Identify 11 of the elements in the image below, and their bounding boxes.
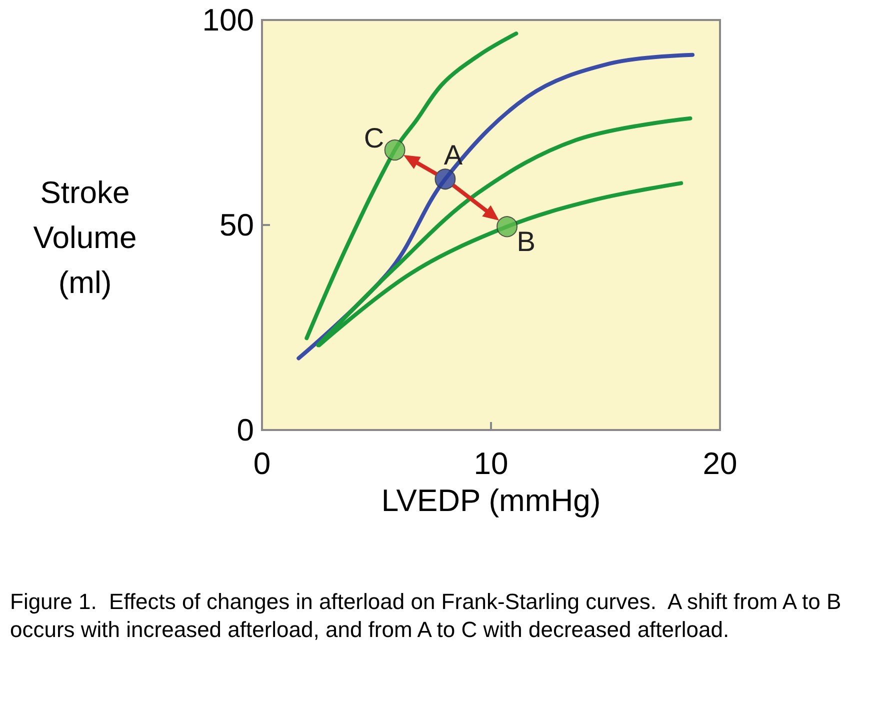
- y-tick-label: 0: [236, 412, 254, 448]
- annotation: A: [444, 140, 463, 171]
- y-axis-title: Stroke Volume (ml): [32, 174, 138, 302]
- y-tick-label: 50: [220, 208, 254, 242]
- y-tick-label: 100: [202, 2, 254, 38]
- caption: Figure 1. Effects of changes in afterload on Frank-Starling curves. A shift from A to B occurs with increased afterload, and from A to C with decreased afterload.: [10, 588, 842, 644]
- annotation: B: [516, 226, 536, 257]
- x-tick-label: 10: [474, 446, 508, 481]
- annotation: C: [364, 122, 384, 154]
- x-axis-title: LVEDP (mmHg): [381, 483, 601, 518]
- x-tick-label: 20: [702, 446, 738, 481]
